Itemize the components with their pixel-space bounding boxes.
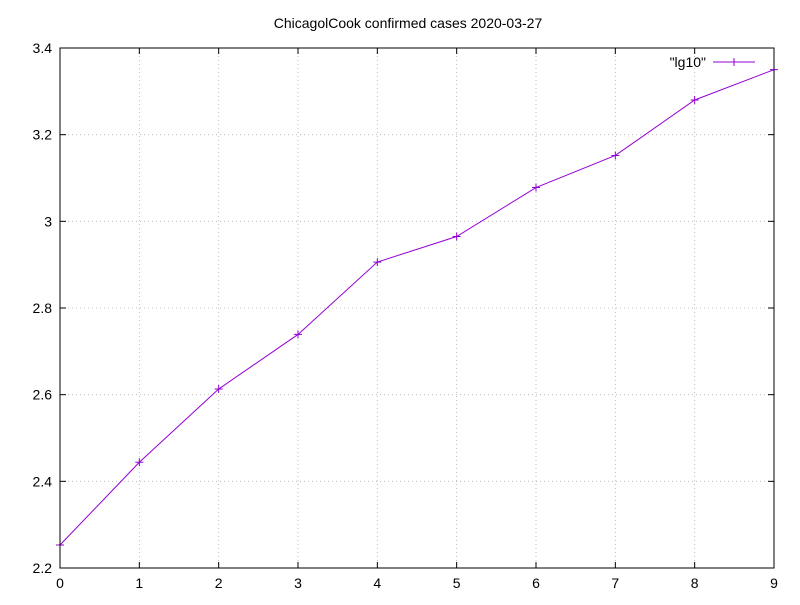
legend: "lg10" — [670, 54, 755, 70]
series-line — [59, 69, 775, 546]
y-tick-label: 2.4 — [33, 473, 53, 489]
chart-title: ChicagolCook confirmed cases 2020-03-27 — [274, 15, 543, 31]
x-tick-label: 9 — [770, 575, 778, 591]
y-tick-label: 3 — [44, 213, 52, 229]
y-tick-label: 2.2 — [33, 560, 53, 576]
data-point-marker — [532, 183, 540, 192]
legend-label: "lg10" — [670, 54, 706, 70]
plot-frame — [59, 47, 775, 569]
x-tick-label: 0 — [56, 575, 64, 591]
x-tick-label: 3 — [294, 575, 302, 591]
y-tick-label: 2.8 — [33, 300, 53, 316]
y-tick-label: 3.2 — [33, 127, 53, 143]
legend-marker — [730, 58, 738, 66]
data-point-marker — [690, 96, 699, 104]
x-tick-label: 4 — [373, 575, 381, 591]
data-point-marker — [135, 458, 144, 467]
x-tick-label: 5 — [453, 575, 461, 591]
axis-tick-labels: 0 1 2 3 4 5 6 7 8 9 2.2 2.4 2.6 2.8 3 3.2 3.4 — [33, 40, 779, 591]
data-point-marker — [373, 258, 382, 267]
data-point-marker — [611, 151, 620, 160]
x-tick-label: 7 — [611, 575, 619, 591]
x-tick-label: 1 — [135, 575, 143, 591]
x-tick-label: 2 — [215, 575, 223, 591]
y-tick-label: 3.4 — [33, 40, 53, 56]
data-point-marker — [214, 385, 223, 394]
data-point-marker — [452, 232, 461, 241]
grid-lines — [60, 48, 774, 568]
x-tick-label: 6 — [532, 575, 540, 591]
x-tick-label: 8 — [691, 575, 699, 591]
data-point-marker — [294, 330, 302, 339]
y-tick-label: 2.6 — [33, 387, 53, 403]
